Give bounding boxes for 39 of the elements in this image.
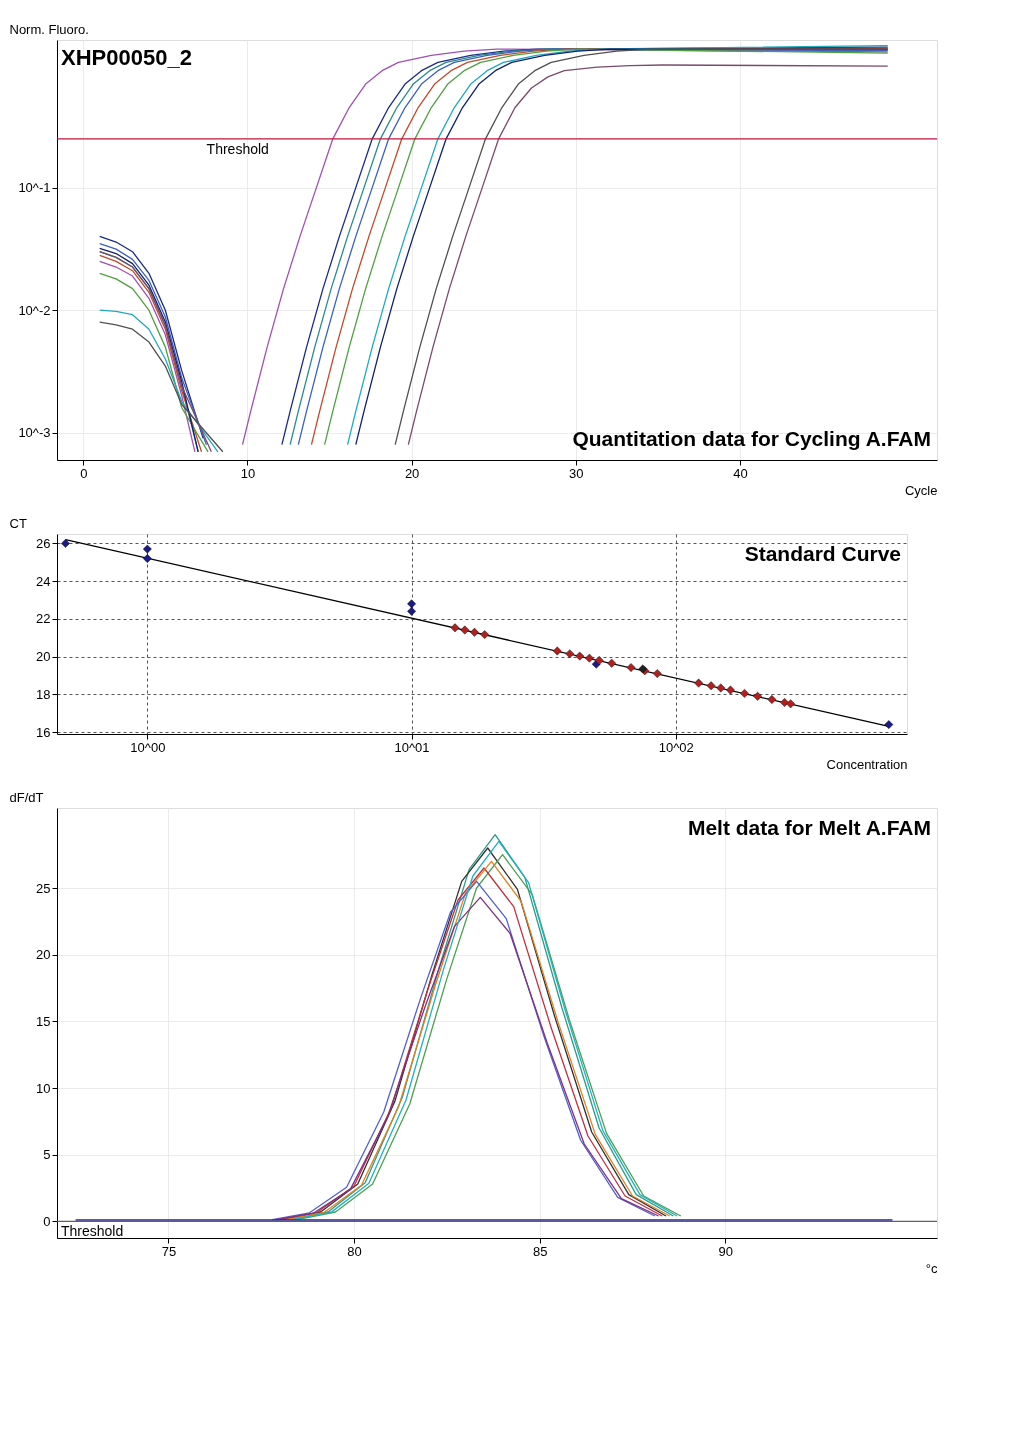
x-tick-label: 0 [80,465,88,481]
ref-line-label: Threshold [206,140,269,157]
y-tick-label: 15 [36,1013,51,1029]
x-axis-title: Cycle [904,482,938,498]
chart-title: Standard Curve [744,542,901,565]
y-axis-title: Norm. Fluoro. [9,21,89,37]
x-tick-label: 40 [733,465,748,481]
y-tick-label: 20 [36,649,51,665]
y-tick-label: 24 [36,573,51,589]
x-tick-label: 75 [161,1243,177,1259]
y-tick-label: 5 [43,1147,51,1163]
y-tick-label: 22 [36,611,51,627]
x-tick-label: 10^00 [130,739,166,755]
y-tick-label: 10 [36,1080,51,1096]
y-tick-label: 10^-1 [18,180,51,196]
x-tick-label: 10^01 [394,739,430,755]
y-tick-label: 25 [36,880,51,896]
x-tick-label: 80 [347,1243,362,1259]
y-axis-title: CT [9,515,27,531]
annotation: XHP00050_2 [61,45,192,70]
y-tick-label: 10^-2 [18,302,51,318]
x-tick-label: 10^02 [658,739,694,755]
x-tick-label: 90 [718,1243,734,1259]
y-tick-label: 0 [43,1213,51,1229]
chart-title: Melt data for Melt A.FAM [687,816,931,839]
y-tick-label: 20 [36,947,51,963]
x-axis-title: °c [925,1260,938,1276]
y-axis-title: dF/dT [9,789,44,805]
text: Quantitation data for Cycling A.FAM [572,427,931,450]
y-tick-label: 18 [36,686,51,702]
x-axis-title: Concentration [826,756,908,772]
y-tick-label: 26 [36,535,51,551]
x-tick-label: 85 [532,1243,548,1259]
ref-line-label: Threshold [61,1223,124,1240]
x-tick-label: 30 [569,465,584,481]
x-tick-label: 10 [240,465,256,481]
x-tick-label: 20 [404,465,420,481]
y-tick-label: 16 [36,724,51,740]
y-tick-label: 10^-3 [18,425,51,441]
